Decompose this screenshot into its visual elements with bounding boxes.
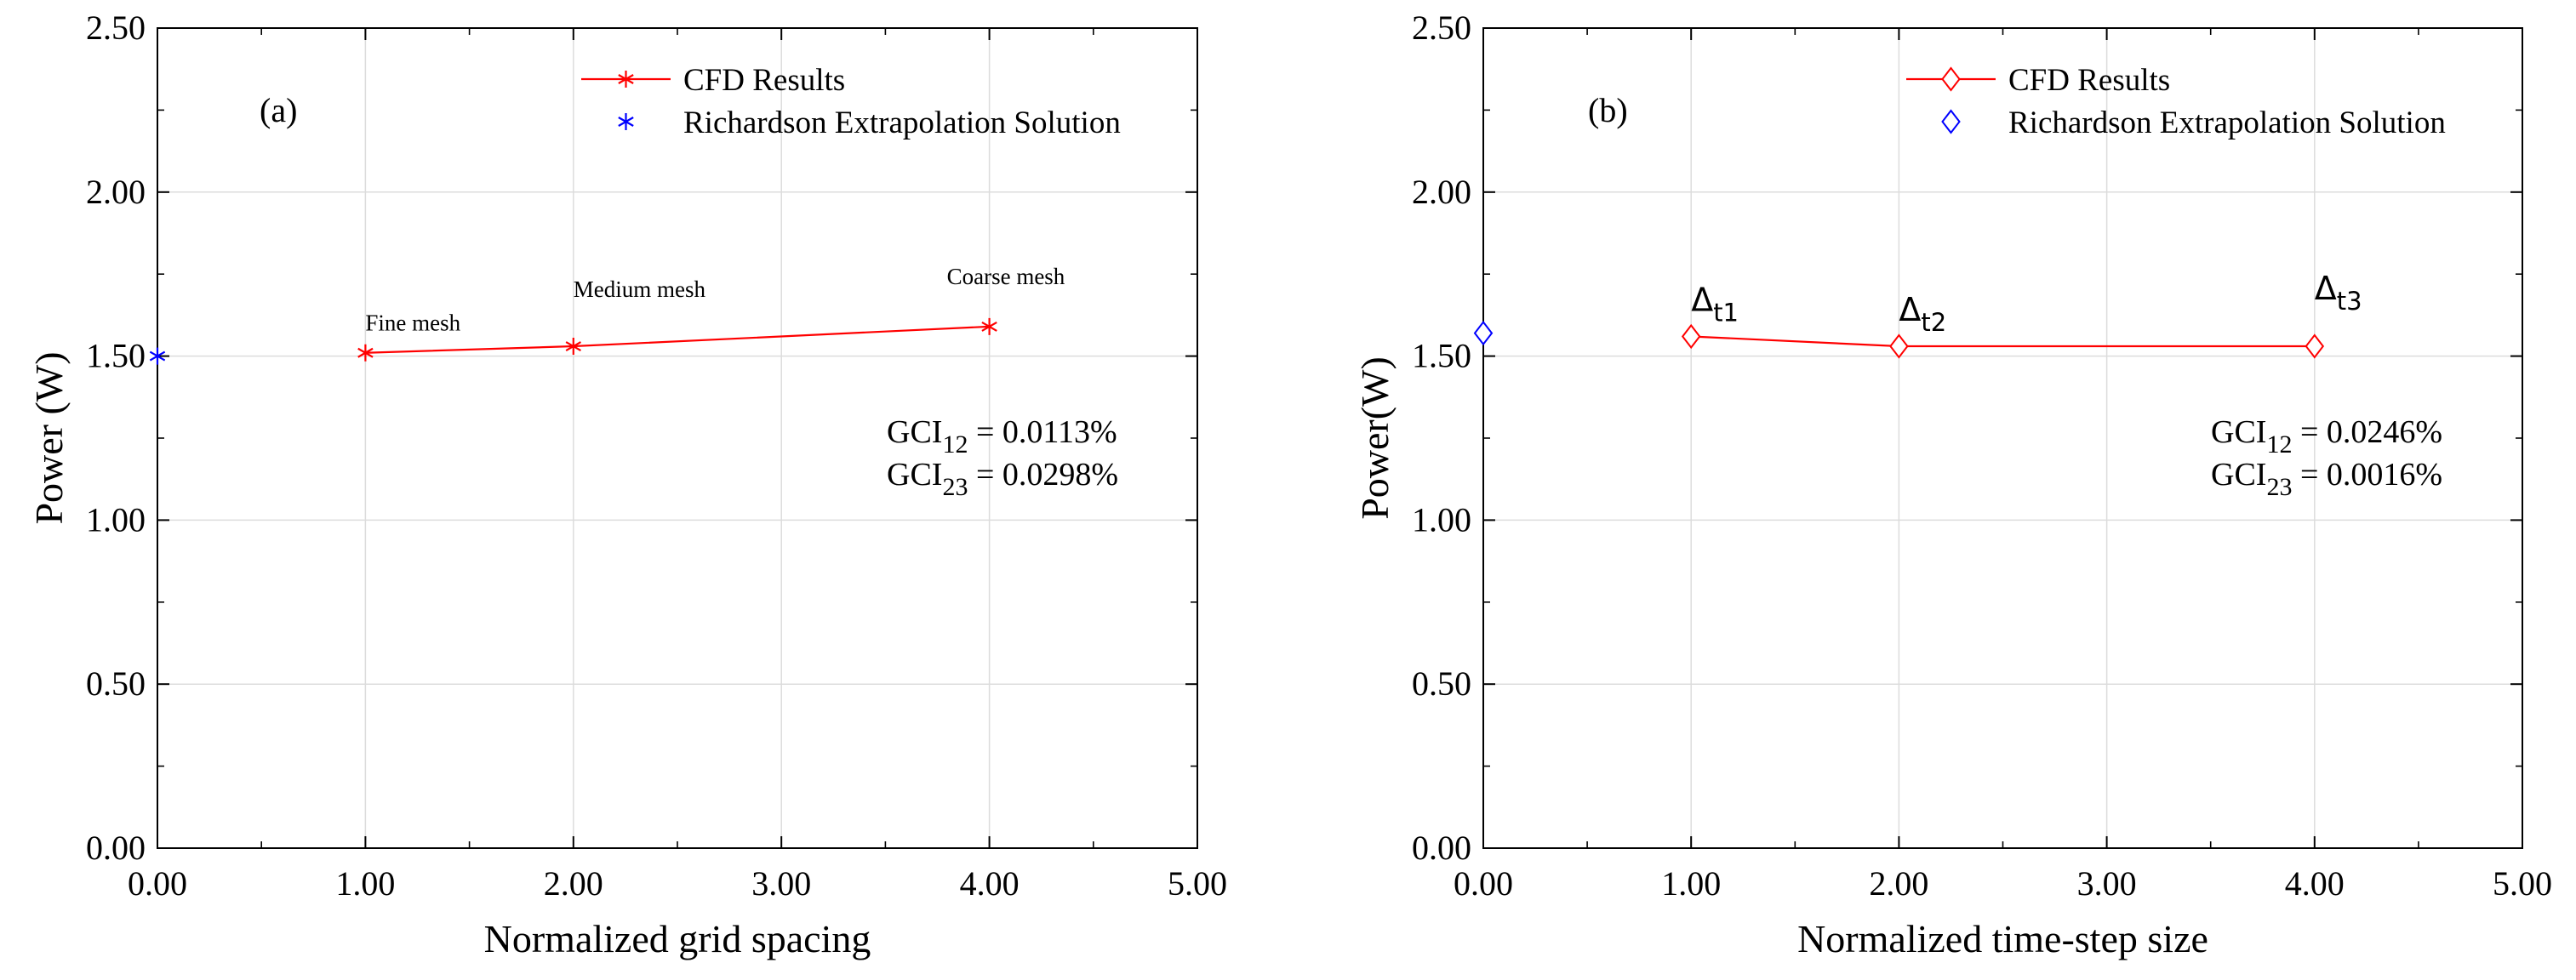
- x-tick-label: 2.00: [544, 864, 603, 903]
- gci-subscript: 23: [2266, 473, 2292, 501]
- legend-label-cfd: CFD Results: [2008, 63, 2170, 98]
- y-tick-label: 0.50: [86, 664, 146, 703]
- legend-marker-richardson: [618, 113, 634, 130]
- delta-subscript: t3: [2337, 287, 2362, 316]
- delta-symbol: Δ: [1899, 291, 1921, 328]
- y-tick-label: 0.00: [86, 829, 146, 867]
- x-tick-label: 5.00: [1168, 864, 1227, 903]
- legend-label-richardson: Richardson Extrapolation Solution: [683, 105, 1121, 140]
- panel-b: 0.00 1.00 2.00 3.00 4.00 5.00 0.00 0.50 1.00 1.50…: [1353, 9, 2552, 960]
- point-annotation: Medium mesh: [574, 276, 706, 302]
- series-line-cfd: [1691, 335, 2315, 348]
- gci-line-23: GCI23 = 0.0016%: [2211, 457, 2442, 501]
- x-tick-label: 1.00: [335, 864, 395, 903]
- x-axis-label: Normalized time-step size: [1797, 917, 2208, 960]
- legend-marker-cfd: [1941, 66, 1961, 92]
- y-tick-label: 1.00: [86, 500, 146, 538]
- gci-base: GCI: [887, 457, 942, 493]
- data-point-cfd: [565, 338, 582, 356]
- x-tick-label: 3.00: [2077, 864, 2137, 903]
- panel-a: 0.00 1.00 2.00 3.00 4.00 5.00 0.00 0.50 1.00 1.50…: [27, 9, 1227, 960]
- data-point-richardson: [1473, 320, 1494, 346]
- data-point-cfd: [1889, 333, 1909, 359]
- gci-subscript: 23: [942, 473, 968, 501]
- x-axis-label: Normalized grid spacing: [484, 917, 871, 960]
- data-point-cfd: [1681, 323, 1701, 350]
- legend-label-cfd: CFD Results: [683, 63, 845, 98]
- y-tick-label: 0.00: [1412, 829, 1471, 867]
- legend-marker-richardson: [1941, 109, 1961, 134]
- gci-value: = 0.0298%: [968, 457, 1118, 493]
- x-tick-label: 4.00: [2285, 864, 2345, 903]
- delta-subscript: t1: [1713, 298, 1739, 327]
- x-tick-label: 0.00: [128, 864, 187, 903]
- point-annotation: Coarse mesh: [947, 264, 1065, 289]
- data-point-cfd: [981, 317, 997, 335]
- y-tick-label: 2.50: [86, 9, 146, 47]
- x-tick-label: 4.00: [960, 864, 1020, 903]
- gci-value: = 0.0113%: [968, 414, 1117, 450]
- delta-subscript: t2: [1921, 308, 1946, 337]
- x-tick-label: 1.00: [1661, 864, 1721, 903]
- gci-subscript: 12: [942, 430, 968, 459]
- y-tick-label: 2.00: [1412, 173, 1471, 211]
- y-tick-label: 2.00: [86, 173, 146, 211]
- gci-value: = 0.0016%: [2292, 457, 2442, 493]
- delta-annotation: Δt3: [2315, 270, 2362, 316]
- y-tick-label: 1.00: [1412, 500, 1471, 538]
- x-tick-label: 2.00: [1869, 864, 1928, 903]
- delta-symbol: Δ: [1691, 281, 1713, 318]
- x-tick-label: 5.00: [2493, 864, 2552, 903]
- gci-value: = 0.0246%: [2292, 414, 2442, 450]
- x-tick-label: 3.00: [751, 864, 811, 903]
- y-axis-label: Power (W): [27, 351, 71, 524]
- panel-label: (b): [1588, 91, 1628, 129]
- panel-label: (a): [260, 91, 297, 129]
- gci-line-23: GCI23 = 0.0298%: [887, 457, 1118, 501]
- y-tick-label: 1.50: [86, 337, 146, 375]
- y-axis-label: Power(W): [1353, 356, 1397, 520]
- gci-line-12: GCI12 = 0.0113%: [887, 414, 1117, 459]
- data-point-richardson: [149, 347, 166, 365]
- y-tick-label: 2.50: [1412, 9, 1471, 47]
- gci-line-12: GCI12 = 0.0246%: [2211, 414, 2442, 459]
- point-annotation: Fine mesh: [365, 311, 460, 336]
- delta-annotation: Δt2: [1899, 291, 1946, 337]
- legend-label-richardson: Richardson Extrapolation Solution: [2008, 105, 2446, 140]
- gci-base: GCI: [2211, 457, 2266, 493]
- delta-annotation: Δt1: [1691, 281, 1739, 327]
- gci-base: GCI: [887, 414, 942, 450]
- y-tick-label: 0.50: [1412, 664, 1471, 703]
- data-point-cfd: [2305, 333, 2325, 359]
- y-tick-label: 1.50: [1412, 337, 1471, 375]
- delta-symbol: Δ: [2315, 270, 2337, 307]
- x-tick-label: 0.00: [1454, 864, 1513, 903]
- data-point-cfd: [357, 344, 374, 362]
- gci-base: GCI: [2211, 414, 2266, 450]
- gci-subscript: 12: [2266, 430, 2292, 459]
- legend-marker-cfd: [618, 71, 634, 88]
